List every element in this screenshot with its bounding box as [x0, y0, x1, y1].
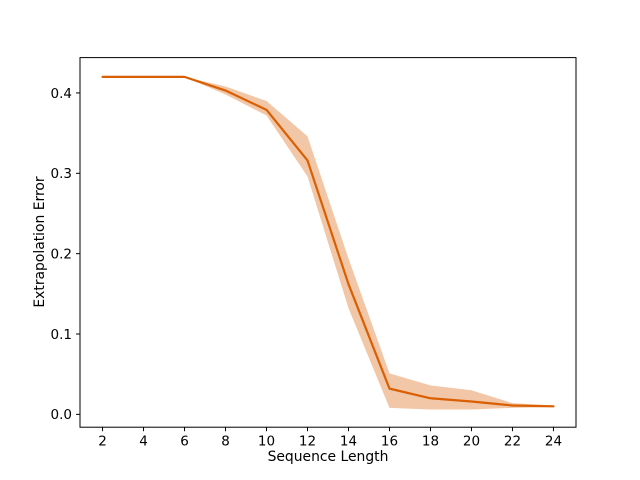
x-tick-label: 14: [340, 434, 357, 450]
x-tick-label: 2: [98, 434, 107, 450]
line-layer: [101, 75, 555, 408]
x-tick-label: 16: [381, 434, 398, 450]
axes-layer: 2 4 6 8 10 12 14 16 18 20 22 240.00.10.20.30.4: [51, 57, 577, 450]
y-axis-label: Extrapolation Error: [32, 176, 48, 308]
confidence-band: [102, 76, 554, 410]
x-tick-label: 10: [258, 434, 275, 450]
y-tick-label: 0.3: [51, 166, 72, 182]
x-axis-label: Sequence Length: [268, 449, 389, 465]
x-tick-label: 8: [221, 434, 230, 450]
y-tick-label: 0.2: [51, 246, 72, 262]
band-layer: [102, 76, 554, 410]
y-tick-label: 0.1: [51, 327, 72, 343]
plot-border: [79, 57, 577, 428]
x-tick-label: 20: [463, 434, 480, 450]
x-tick-label: 12: [299, 434, 316, 450]
x-tick-label: 22: [504, 434, 521, 450]
extrapolation-error-mean: [101, 75, 555, 408]
y-tick-label: 0.4: [51, 86, 72, 102]
x-tick-label: 18: [422, 434, 439, 450]
y-tick-label: 0.0: [51, 407, 72, 423]
x-tick-label: 24: [545, 434, 562, 450]
x-tick-label: 6: [180, 434, 189, 450]
x-tick-label: 4: [139, 434, 148, 450]
